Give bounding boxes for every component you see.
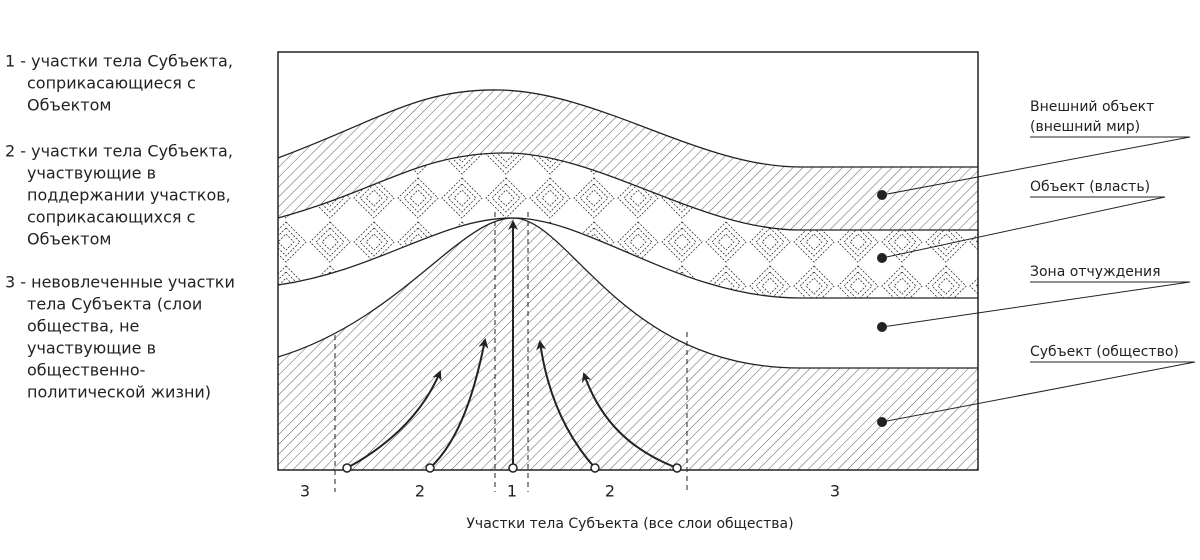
legend-line: 1 - участки тела Субъекта, [5,52,233,71]
arrows [346,220,678,469]
curves [277,51,979,471]
legend-line: соприкасающиеся с [27,74,196,93]
legend-line: Объектом [27,230,111,249]
legend-line: поддержании участков, [27,186,231,205]
legend-line: политической жизни) [27,383,211,402]
layer-label: Объект (власть) [1030,179,1150,195]
layer-label: (внешний мир) [1030,119,1140,135]
legend-line: участвующие в [27,164,156,183]
arrow-origins [342,463,682,473]
caption: Участки тела Субъекта (все слои общества… [466,516,793,532]
legend-line: соприкасающихся с [27,208,195,227]
subject-layer [278,218,978,470]
zone-number: 2 [605,482,615,501]
zone-number: 1 [507,482,517,501]
legend-line: участвующие в [27,339,156,358]
zone-number: 3 [300,482,310,501]
layer-label: Зона отчуждения [1030,264,1161,280]
legend-line: 2 - участки тела Субъекта, [5,142,233,161]
zone-number: 3 [830,482,840,501]
legend-line: общественно- [27,361,145,380]
legend-line: 3 - невовлеченные участки [5,273,235,292]
zone-dividers [334,212,688,492]
legend-line: Объектом [27,96,111,115]
leaders [877,136,1196,427]
zone-number: 2 [415,482,425,501]
layers [278,89,978,470]
legend-line: тела Субъекта (слои [27,295,202,314]
legend-line: общества, не [27,317,139,336]
layer-label: Субъект (общество) [1030,344,1179,360]
layer-label: Внешний объект [1030,99,1154,115]
